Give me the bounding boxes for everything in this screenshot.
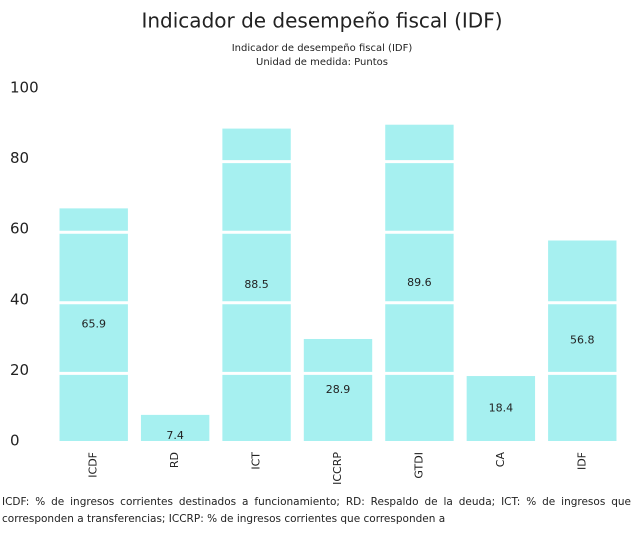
- chart: Indicador de desempeño fiscal (IDF) Indi…: [10, 8, 617, 485]
- bar: [140, 414, 210, 441]
- data-label: 18.4: [489, 402, 514, 415]
- data-label: 65.9: [81, 318, 106, 331]
- bar: [222, 128, 291, 441]
- data-label: 89.6: [407, 276, 432, 289]
- x-tick-label: ICDF: [87, 452, 100, 478]
- chart-subtitle: Indicador de desempeño fiscal (IDF): [232, 43, 413, 54]
- x-tick-label: ICT: [250, 452, 263, 470]
- bar: [59, 208, 128, 441]
- data-label: 56.8: [570, 334, 595, 347]
- chart-title: Indicador de desempeño fiscal (IDF): [141, 9, 502, 33]
- bar: [303, 338, 373, 441]
- y-tick-label: 80: [10, 149, 29, 167]
- x-tick-label: GTDI: [412, 452, 425, 479]
- x-tick-label: CA: [494, 452, 507, 468]
- data-label: 7.4: [166, 429, 184, 442]
- x-tick-label: RD: [168, 452, 181, 468]
- x-tick-label: ICCRP: [331, 452, 344, 485]
- chart-subtitle: Unidad de medida: Puntos: [256, 57, 388, 68]
- footnote: ICDF: % de ingresos corrientes destinado…: [2, 496, 631, 525]
- y-tick-label: 40: [10, 290, 29, 308]
- y-tick-label: 0: [10, 432, 20, 450]
- bar: [385, 124, 454, 441]
- x-tick-label: IDF: [575, 452, 588, 470]
- bar: [466, 376, 536, 441]
- bar: [548, 240, 617, 441]
- y-tick-label: 20: [10, 361, 29, 379]
- y-tick-label: 60: [10, 220, 29, 238]
- y-tick-label: 100: [10, 79, 39, 97]
- data-label: 88.5: [244, 278, 269, 291]
- data-label: 28.9: [326, 383, 351, 396]
